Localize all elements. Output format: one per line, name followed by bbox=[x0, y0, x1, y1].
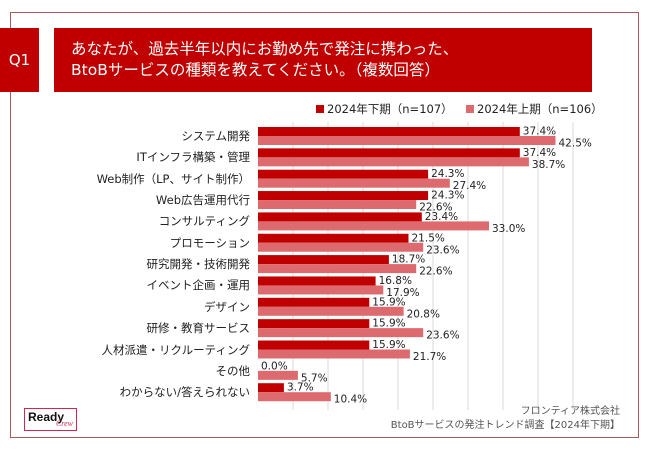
data-label-series-2: 21.7% bbox=[413, 351, 446, 363]
data-label-series-2: 42.5% bbox=[559, 138, 592, 150]
bar-series-2 bbox=[258, 200, 417, 210]
category-label: わからない/答えられない bbox=[119, 385, 250, 400]
data-label-series-2: 22.6% bbox=[419, 202, 452, 214]
category-label: 人材派遣・リクルーティング bbox=[101, 342, 250, 357]
data-label-series-1: 15.9% bbox=[372, 318, 405, 330]
readycrew-logo: Ready Crew bbox=[24, 408, 77, 431]
data-label-series-1: 23.4% bbox=[425, 211, 458, 223]
question-number-badge: Q1 bbox=[0, 28, 39, 92]
bar-series-2 bbox=[258, 242, 424, 252]
bar-series-1 bbox=[258, 127, 520, 136]
category-label: Web広告運用代行 bbox=[155, 193, 250, 208]
data-label-series-1: 0.0% bbox=[261, 360, 288, 372]
bar-series-2 bbox=[258, 306, 404, 316]
bar-series-1 bbox=[258, 255, 389, 265]
bar-series-1 bbox=[258, 297, 370, 307]
logo-word-ready: Ready bbox=[28, 410, 65, 424]
data-label-series-1: 21.5% bbox=[412, 232, 445, 244]
bar-series-2 bbox=[258, 221, 489, 231]
data-label-series-2: 23.6% bbox=[426, 244, 459, 256]
bar-series-2 bbox=[258, 264, 417, 274]
category-label: デザイン bbox=[204, 299, 250, 314]
legend-item-series-2: 2024年上期（n=106） bbox=[466, 101, 603, 117]
data-label-series-1: 24.3% bbox=[431, 168, 464, 180]
bar-series-2 bbox=[258, 370, 298, 380]
data-label-series-2: 20.8% bbox=[407, 308, 440, 320]
category-label: ITインフラ構築・管理 bbox=[136, 150, 250, 165]
legend-item-series-1: 2024年下期（n=107） bbox=[316, 101, 453, 117]
data-label-series-2: 17.9% bbox=[386, 287, 419, 299]
category-label: 研究開発・技術開発 bbox=[146, 257, 251, 272]
data-label-series-1: 37.4% bbox=[523, 147, 556, 159]
data-label-series-1: 24.3% bbox=[431, 190, 464, 202]
data-label-series-1: 3.7% bbox=[287, 382, 314, 394]
data-label-series-1: 18.7% bbox=[392, 254, 425, 266]
bar-series-1 bbox=[258, 276, 376, 286]
bar-series-2 bbox=[258, 285, 384, 295]
data-labels: 37.4%42.5%37.4%38.7%24.3%27.4%24.3%22.6%… bbox=[261, 126, 592, 406]
question-title-box: あなたが、過去半年以内にお勤め先で発注に携わった、 BtoBサービスの種類を教え… bbox=[54, 28, 592, 92]
category-label: イベント企画・運用 bbox=[146, 278, 251, 293]
category-label: コンサルティング bbox=[158, 214, 250, 229]
bar-series-1 bbox=[258, 191, 429, 201]
data-label-series-1: 37.4% bbox=[523, 126, 556, 138]
bar-series-2 bbox=[258, 349, 410, 359]
question-title-line1: あなたが、過去半年以内にお勤め先で発注に携わった、 bbox=[71, 40, 459, 58]
bar-series-1 bbox=[258, 233, 409, 243]
bar-series-2 bbox=[258, 328, 424, 338]
legend-label-series-2: 2024年上期（n=106） bbox=[477, 102, 603, 116]
category-label: 研修・教育サービス bbox=[146, 321, 251, 336]
question-title-line2: BtoBサービスの種類を教えてください。（複数回答） bbox=[71, 61, 440, 79]
data-label-series-2: 23.6% bbox=[426, 330, 459, 342]
category-label: Web制作（LP、サイト制作） bbox=[96, 171, 250, 186]
category-label: プロモーション bbox=[169, 235, 250, 250]
data-label-series-1: 15.9% bbox=[372, 339, 405, 351]
category-label: システム開発 bbox=[181, 129, 250, 143]
data-label-series-2: 33.0% bbox=[492, 223, 525, 235]
bar-series-1 bbox=[258, 212, 422, 222]
footer-company: フロンティア株式会社 bbox=[520, 406, 620, 417]
bar-series-2 bbox=[258, 136, 556, 145]
chart-frame bbox=[10, 12, 639, 438]
data-label-series-2: 38.7% bbox=[532, 159, 565, 171]
data-label-series-1: 16.8% bbox=[379, 275, 412, 287]
data-label-series-2: 5.7% bbox=[301, 372, 328, 384]
bar-series-1 bbox=[258, 319, 370, 329]
category-label: その他 bbox=[215, 363, 251, 378]
bar-series-1 bbox=[258, 340, 370, 350]
question-number: Q1 bbox=[8, 51, 31, 69]
bar-series-1 bbox=[258, 169, 429, 179]
bar-series-1 bbox=[258, 383, 284, 393]
legend-label-series-1: 2024年下期（n=107） bbox=[327, 102, 453, 116]
legend-swatch-series-2 bbox=[466, 105, 474, 113]
bar-series-2 bbox=[258, 157, 529, 167]
data-label-series-2: 22.6% bbox=[419, 266, 452, 278]
data-label-series-1: 15.9% bbox=[372, 296, 405, 308]
footer-survey-name: BtoBサービスの発注トレンド調査【2024年下期】 bbox=[390, 420, 620, 431]
logo-word-crew: Crew bbox=[55, 419, 73, 428]
data-label-series-2: 10.4% bbox=[334, 394, 367, 406]
data-label-series-2: 27.4% bbox=[453, 180, 486, 192]
bar-series-1 bbox=[258, 148, 520, 158]
bars bbox=[258, 127, 556, 402]
bar-series-2 bbox=[258, 178, 450, 188]
legend-swatch-series-1 bbox=[316, 105, 324, 113]
bar-series-2 bbox=[258, 392, 331, 402]
